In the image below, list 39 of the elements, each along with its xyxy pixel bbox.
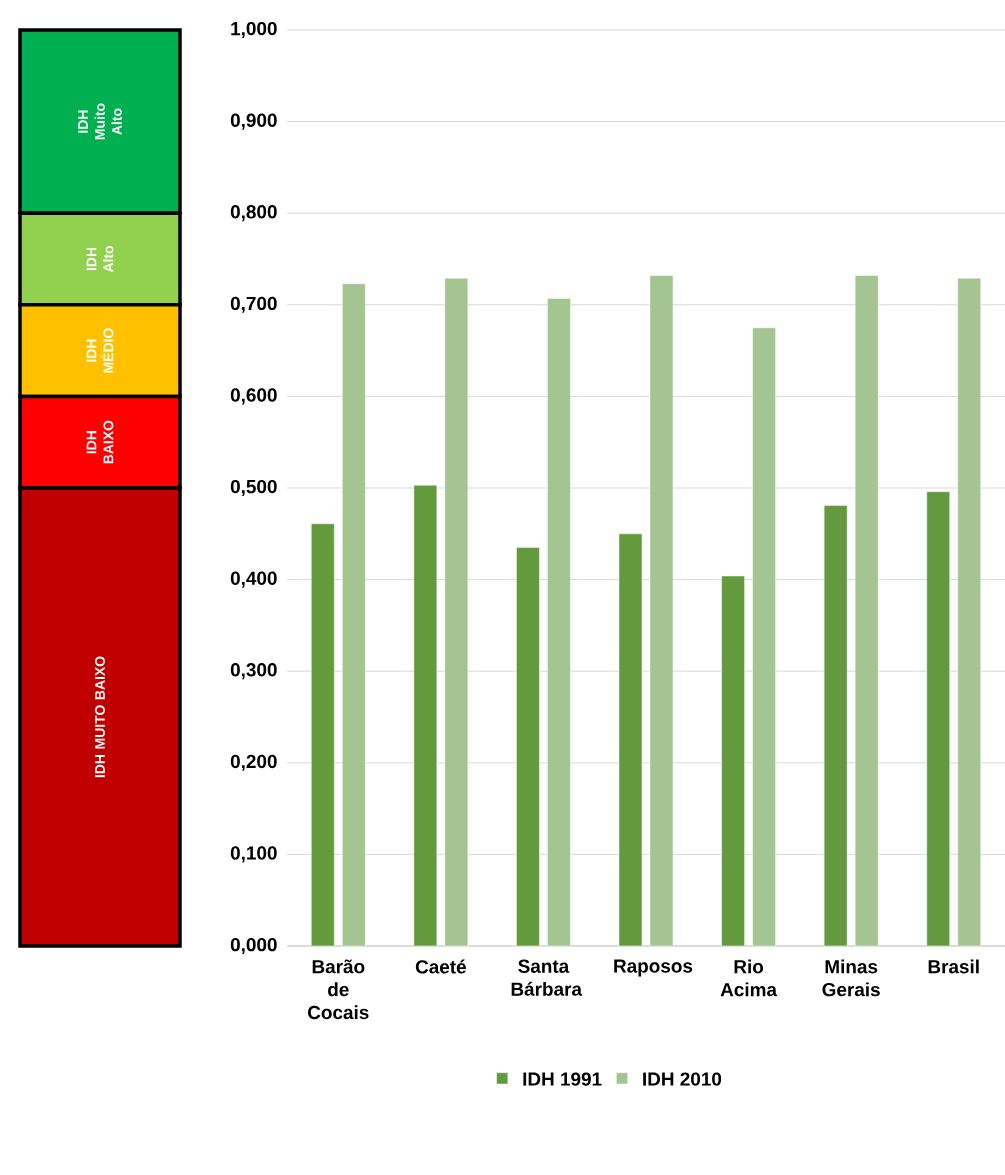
bar: [413, 485, 438, 947]
x-tick-label: Barão de Cocais: [308, 959, 369, 1020]
bar: [649, 275, 674, 947]
y-tick-label: 0,600: [230, 388, 277, 405]
bar: [444, 277, 469, 947]
bar: [854, 275, 879, 947]
y-tick-label: 0,800: [230, 205, 277, 222]
x-tick-label: Minas Gerais: [822, 959, 880, 997]
x-tick-label: Santa Bárbara: [511, 959, 583, 996]
bar: [516, 547, 540, 947]
x-tick-label: Raposos: [614, 959, 693, 977]
bar: [547, 298, 571, 947]
x-tick-label: Caeté: [415, 959, 466, 974]
series-label: IDH BAIXO: [86, 420, 114, 464]
bar: [721, 575, 745, 947]
series-label: IDH MÉDIO: [86, 328, 114, 373]
bar: [618, 533, 643, 947]
y-tick-label: 0,200: [230, 754, 277, 771]
x-tick-label: Rio Acima: [720, 959, 778, 997]
y-tick-label: 0,500: [230, 479, 277, 497]
series-label: IDH Alto: [86, 245, 114, 273]
series-label: IDH Muito Alto: [78, 103, 122, 140]
bar: [957, 277, 981, 947]
legend-label: IDH 2010: [643, 1072, 722, 1086]
y-tick-label: 0,400: [230, 571, 277, 588]
y-tick-label: 1,000: [231, 21, 277, 39]
x-tick-label: Brasil: [928, 959, 979, 974]
bar: [926, 491, 950, 947]
y-tick-label: 0,900: [230, 113, 277, 130]
bar: [823, 505, 848, 947]
series-label: IDH MUITO BAIXO: [95, 656, 105, 778]
y-tick-label: 0,700: [230, 296, 277, 313]
legend-label: IDH 1991: [523, 1072, 602, 1086]
bar: [311, 523, 335, 947]
y-tick-label: 0,300: [230, 663, 277, 680]
bar: [342, 283, 366, 947]
bar: [752, 327, 776, 947]
y-tick-label: 0,100: [230, 846, 277, 863]
y-tick-label: 0,000: [230, 937, 277, 955]
